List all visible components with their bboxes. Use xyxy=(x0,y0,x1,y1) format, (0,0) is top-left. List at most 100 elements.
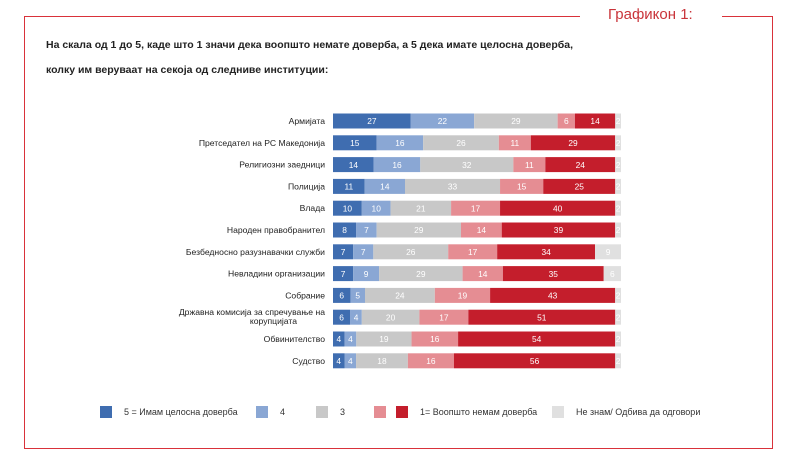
data-label: 6 xyxy=(610,269,615,279)
category-label: Влада xyxy=(300,203,326,213)
data-label: 10 xyxy=(372,203,382,213)
data-label: 14 xyxy=(590,116,600,126)
bar-segment xyxy=(333,157,374,173)
bar-segment xyxy=(615,178,621,194)
data-label: 26 xyxy=(456,138,466,148)
frame-top-border-right xyxy=(722,16,773,17)
data-label: 40 xyxy=(553,203,563,213)
legend-item: 4 xyxy=(256,406,285,418)
data-label: 2 xyxy=(616,116,621,126)
bar-segment xyxy=(615,113,621,129)
legend-swatch xyxy=(316,406,328,418)
bar-segment xyxy=(513,157,546,173)
bar-segment xyxy=(405,178,501,194)
bar-segment xyxy=(356,222,377,238)
bar-segment xyxy=(453,353,616,369)
legend-swatch xyxy=(396,406,408,418)
data-label: 2 xyxy=(616,356,621,366)
question-line-1: На скала од 1 до 5, каде што 1 значи дек… xyxy=(46,39,574,51)
legend-label: 4 xyxy=(280,407,286,417)
legend-item: Не знам/ Одбива да одговори xyxy=(552,406,700,418)
legend-item: 1= Воопшто немам доверба xyxy=(396,406,537,418)
category-label: Армијата xyxy=(289,116,326,126)
data-label: 4 xyxy=(336,334,341,344)
data-label: 26 xyxy=(406,247,416,257)
data-label: 24 xyxy=(576,160,586,170)
bar-segment xyxy=(411,331,459,347)
bar-segment xyxy=(530,135,616,151)
data-label: 17 xyxy=(468,247,478,257)
bar-segment xyxy=(364,178,405,194)
bar-segment xyxy=(333,222,357,238)
data-label: 27 xyxy=(367,116,377,126)
data-label: 15 xyxy=(350,138,360,148)
category-label: Државна комисија за спречување на корупци… xyxy=(179,307,325,326)
legend-label: 3 xyxy=(340,407,346,417)
bar-segment xyxy=(557,113,575,129)
bar-segment xyxy=(474,113,558,129)
bar-segment xyxy=(615,135,621,151)
bar-segment xyxy=(407,353,454,369)
bar-segment xyxy=(615,200,621,216)
bar-segment xyxy=(379,266,463,282)
bar-segment xyxy=(356,331,412,347)
bar-segment xyxy=(419,309,469,325)
bar-segment xyxy=(410,113,475,129)
data-label: 29 xyxy=(568,138,578,148)
bar-segment xyxy=(361,309,420,325)
data-label: 54 xyxy=(532,334,542,344)
data-label: 17 xyxy=(471,203,481,213)
bar-segment xyxy=(498,135,531,151)
bar-segment xyxy=(615,331,621,347)
data-label: 7 xyxy=(361,247,366,257)
bar-segment xyxy=(353,266,380,282)
data-label: 2 xyxy=(616,138,621,148)
frame-bottom-border xyxy=(24,448,773,449)
bar-segment xyxy=(615,222,621,238)
data-label: 39 xyxy=(554,225,564,235)
bar-segment xyxy=(545,157,616,173)
category-label: Претседател на РС Македонија xyxy=(199,138,325,148)
bar-segment xyxy=(373,244,449,260)
data-label: 16 xyxy=(392,160,402,170)
data-label: 14 xyxy=(349,160,359,170)
bar-segment xyxy=(376,135,424,151)
category-label: Невладини организации xyxy=(228,269,325,279)
data-label: 11 xyxy=(344,182,353,192)
bar-segment xyxy=(574,113,616,129)
data-label: 24 xyxy=(395,291,405,301)
bar-segment xyxy=(333,135,377,151)
bar-segment xyxy=(333,331,345,347)
legend-swatch xyxy=(100,406,112,418)
data-label: 9 xyxy=(606,247,611,257)
category-label: Полиција xyxy=(288,181,325,191)
data-label: 29 xyxy=(511,116,521,126)
data-label: 34 xyxy=(541,247,551,257)
bar-segment xyxy=(333,266,354,282)
data-label: 22 xyxy=(438,116,448,126)
data-label: 32 xyxy=(462,160,472,170)
bar-segment xyxy=(615,309,621,325)
bar-segment xyxy=(350,287,365,303)
question-line-2: колку им веруваат на секоја од следниве … xyxy=(46,64,329,76)
legend-swatch xyxy=(552,406,564,418)
data-label: 4 xyxy=(348,334,353,344)
category-label: Безбедносно разузнавачки служби xyxy=(186,247,325,257)
bar-segment xyxy=(333,353,345,369)
data-label: 35 xyxy=(549,269,559,279)
data-label: 2 xyxy=(616,291,621,301)
bar-segment xyxy=(458,331,616,347)
bar-segment xyxy=(333,113,411,129)
data-label: 5 xyxy=(355,291,360,301)
bar-segment xyxy=(490,287,616,303)
bar-segment xyxy=(595,244,621,260)
bar-segment xyxy=(461,222,502,238)
bar-segment xyxy=(365,287,435,303)
data-label: 16 xyxy=(426,356,436,366)
figure-label: Графикон 1: xyxy=(608,6,693,23)
bar-segment xyxy=(615,287,621,303)
data-label: 21 xyxy=(416,203,426,213)
frame-right-border xyxy=(772,16,773,448)
bar-segment xyxy=(361,200,391,216)
